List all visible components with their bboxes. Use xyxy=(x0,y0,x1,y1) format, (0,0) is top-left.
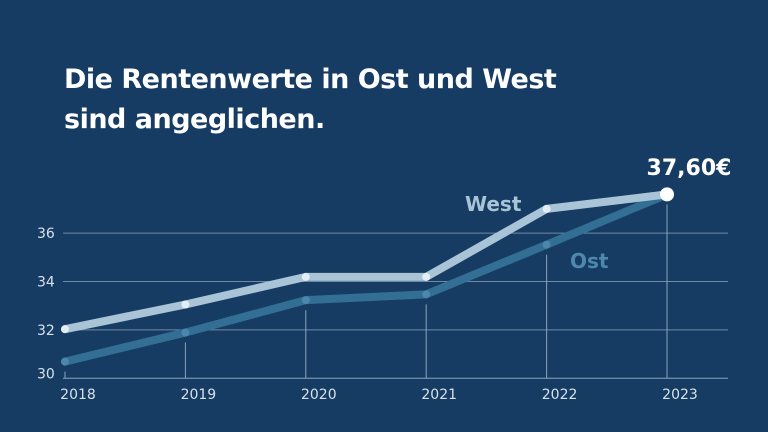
data-point-west xyxy=(61,325,69,334)
data-point-ost xyxy=(181,328,190,337)
series-line-west xyxy=(61,190,671,334)
title-line-2: sind angeglichen. xyxy=(64,104,325,135)
data-point-ost xyxy=(61,357,69,366)
y-tick-label: 32 xyxy=(37,323,55,339)
y-tick-label: 36 xyxy=(37,226,55,242)
data-point-west xyxy=(301,272,310,281)
end-value-label: 37,60€ xyxy=(647,156,732,181)
data-point-west xyxy=(181,300,190,309)
x-tick-label: 2019 xyxy=(181,387,217,403)
series-line-ost xyxy=(61,190,671,366)
y-tick-label: 30 xyxy=(37,366,55,382)
data-point-ost xyxy=(542,240,551,249)
x-tick-label: 2018 xyxy=(60,387,96,403)
x-tick-label: 2022 xyxy=(542,387,578,403)
data-point-west xyxy=(542,204,551,213)
data-point-ost xyxy=(422,290,431,299)
series-label-ost: Ost xyxy=(570,249,609,273)
chart-title: Die Rentenwerte in Ost und West sind ang… xyxy=(64,60,557,140)
data-point-west xyxy=(422,272,431,281)
end-point-marker xyxy=(660,187,674,202)
series-label-west: West xyxy=(465,192,522,216)
x-tick-label: 2020 xyxy=(301,387,337,403)
y-tick-label: 34 xyxy=(37,275,55,291)
title-line-1: Die Rentenwerte in Ost und West xyxy=(64,64,557,95)
data-point-ost xyxy=(301,296,310,305)
x-tick-label: 2023 xyxy=(662,387,698,403)
x-tick-label: 2021 xyxy=(421,387,457,403)
